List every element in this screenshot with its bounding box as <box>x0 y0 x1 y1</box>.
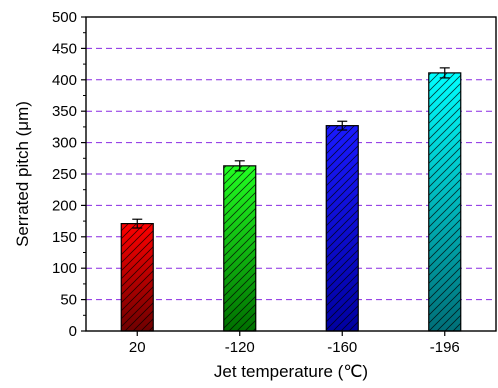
y-tick-label: 450 <box>52 40 77 57</box>
y-axis-title: Serrated pitch (μm) <box>13 101 32 247</box>
x-axis-ticks: 20 -120 -160 -196 <box>129 331 460 356</box>
y-tick-label: 250 <box>52 166 77 183</box>
y-tick-label: 0 <box>69 323 77 340</box>
error-bar <box>234 160 245 172</box>
error-bar <box>439 67 450 79</box>
y-tick-label: 500 <box>52 9 77 26</box>
gridlines <box>86 47 496 301</box>
x-tick-label: -196 <box>430 339 460 356</box>
y-tick-label: 50 <box>60 292 77 309</box>
y-tick-label: 350 <box>52 103 77 120</box>
error-bar <box>132 218 143 229</box>
y-tick-label: 400 <box>52 72 77 89</box>
error-bars <box>132 67 450 229</box>
bars <box>120 72 462 332</box>
y-tick-label: 100 <box>52 260 77 277</box>
bar-hatch <box>428 72 461 331</box>
bar-hatch <box>121 223 154 331</box>
x-tick-label: 20 <box>129 339 146 356</box>
y-tick-label: 300 <box>52 135 77 152</box>
bar-hatch <box>326 125 359 331</box>
x-tick-label: -160 <box>327 339 357 356</box>
bar-hatch <box>223 165 256 331</box>
x-tick-label: -120 <box>225 339 255 356</box>
x-axis-title: Jet temperature (℃) <box>214 362 368 381</box>
y-axis-ticks: 0 50 100 150 200 250 300 350 400 450 500 <box>52 9 86 340</box>
y-tick-label: 200 <box>52 197 77 214</box>
y-tick-label: 150 <box>52 229 77 246</box>
error-bar <box>337 120 348 131</box>
